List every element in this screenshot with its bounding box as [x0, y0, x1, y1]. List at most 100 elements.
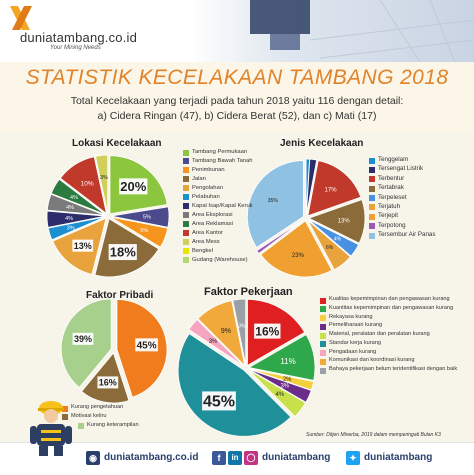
legend-label: Gudang (Warehouse) — [192, 256, 248, 263]
legend-swatch — [62, 405, 68, 412]
legend-swatch — [320, 323, 326, 330]
legend-swatch — [320, 367, 326, 374]
legend-lokasi: Tambang Permukaan Tambang Bawah Tanah Peni… — [183, 149, 275, 266]
legend-swatch — [320, 315, 326, 321]
data-label-lokasi: 5% — [140, 228, 148, 234]
linkedin-icon: in — [228, 451, 242, 465]
data-label-lokasi: 18% — [110, 245, 136, 260]
legend-swatch — [183, 167, 189, 174]
brand-name: duniatambang.co.id — [20, 30, 138, 45]
legend-label: Terpotong — [378, 221, 406, 229]
pie-slice-pekerjaan — [248, 369, 307, 418]
legend-label: Area Reklamasi — [192, 220, 233, 227]
data-label-jenis: 17% — [325, 187, 338, 193]
legend-item: Area Mess — [183, 238, 275, 246]
legend-item: Motivasi keliru — [62, 413, 106, 421]
legend-item: Terjepit — [369, 213, 469, 220]
data-label-jenis: 35% — [268, 198, 279, 204]
data-label-box — [72, 239, 94, 252]
legend-item: Terpotong — [369, 221, 469, 230]
data-label-lokasi: 20% — [120, 179, 146, 194]
pie-slice-jenis — [260, 220, 333, 278]
pie-slice-pekerjaan — [232, 298, 247, 366]
legend-label: Pemeliharaan kurang — [329, 322, 383, 329]
data-label-pekerjaan: 3% — [238, 323, 246, 329]
legend-item: Gudang (Warehouse) — [183, 256, 275, 264]
legend-swatch — [183, 176, 189, 183]
legend-label: Tertabrak — [378, 184, 404, 192]
chart-title-jenis: Jenis Kecelakaan — [280, 138, 364, 149]
legend-label: Terbentur — [378, 174, 405, 182]
data-label-pekerjaan: 9% — [221, 328, 231, 335]
legend-swatch — [369, 157, 375, 164]
header-decoration — [250, 0, 474, 62]
legend-item: Kapal Isap/Kapal Keruk — [183, 202, 275, 210]
footer-twitter[interactable]: duniatambang — [364, 452, 433, 463]
pie-slice-lokasi — [59, 156, 108, 215]
footer-website[interactable]: duniatambang.co.id — [104, 452, 199, 463]
pie-slice-lokasi — [50, 178, 106, 215]
pie-slice-lokasi — [110, 206, 170, 228]
legend-label: Kapal Isap/Kapal Keruk — [192, 202, 253, 209]
pie-slice-jenis — [307, 220, 351, 271]
legend-swatch — [183, 230, 189, 237]
data-label-box — [108, 244, 137, 261]
instagram-icon: ◯ — [244, 451, 258, 465]
legend-item: Tersembur Air Panas — [369, 231, 469, 239]
legend-swatch — [62, 414, 68, 421]
data-label-pekerjaan: 2% — [283, 377, 292, 383]
subtitle-line-2: a) Cidera Ringan (47), b) Cidera Berat (… — [97, 110, 377, 122]
data-label-jenis: 6% — [326, 245, 334, 251]
legend-item: Kualitas kepemimpinan dan pengawasan kur… — [320, 296, 468, 304]
legend-label: Bahaya pekerjaan belum teridentifikasi d… — [329, 366, 458, 372]
pie-slice-pekerjaan — [197, 300, 246, 367]
legend-item: Pemeliharaan kurang — [320, 322, 468, 330]
legend-item: Kuantitas kepemimpinan dan pengawasan ku… — [320, 305, 468, 313]
legend-item: Pelabuhan — [183, 194, 275, 201]
miner-worker-icon — [30, 401, 72, 456]
legend-pekerjaan: Kualitas kepemimpinan dan pengawasan kur… — [320, 296, 468, 376]
legend-item: Area Kantor — [183, 230, 275, 237]
brand-logo[interactable] — [6, 4, 36, 37]
legend-label: Tersembur Air Panas — [378, 231, 436, 239]
legend-label: Area Mess — [192, 238, 220, 245]
footer-social[interactable]: duniatambang — [262, 452, 331, 463]
legend-item: Jalan — [183, 176, 275, 183]
pie-slice-jenis — [308, 219, 360, 257]
pie-slice-lokasi — [46, 210, 106, 228]
legend-item: Kurang keterampilan — [78, 422, 172, 429]
legend-label: Tambang Permukaan — [192, 149, 248, 155]
legend-swatch — [320, 306, 326, 313]
legend-item: Tambang Bawah Tanah — [183, 158, 275, 165]
data-label-jenis: 13% — [338, 218, 351, 224]
data-label-box — [135, 338, 158, 352]
legend-pribadi: Kurang pengetahuan Motivasi keliru Kuran… — [62, 404, 172, 431]
legend-swatch — [369, 204, 375, 211]
data-label-lokasi: 3% — [100, 175, 108, 181]
pie-slice-jenis — [247, 160, 304, 249]
legend-swatch — [369, 176, 375, 183]
chart-title-pekerjaan: Faktor Pekerjaan — [204, 286, 293, 298]
legend-swatch — [183, 212, 189, 219]
legend-label: Rekayasa kurang — [329, 313, 373, 320]
legend-swatch — [320, 297, 326, 304]
chart-title-pribadi: Faktor Pribadi — [86, 290, 154, 301]
legend-label: Tersengat Listrik — [378, 165, 424, 173]
globe-icon: ◉ — [86, 451, 100, 465]
legend-swatch — [369, 232, 375, 239]
legend-item: Material, peralatan dan peralatan kurang — [320, 331, 468, 339]
page-title: STATISTIK KECELAKAAN TAMBANG 2018 — [25, 66, 449, 89]
legend-item: Bengkel — [183, 248, 275, 255]
legend-item: Area Eksplorasi — [183, 212, 275, 219]
legend-label: Pengolahan — [192, 184, 223, 191]
legend-item: Terpeleset — [369, 194, 469, 202]
title-band — [0, 62, 474, 132]
pie-chart-jenis: 17% 13% 4%6% 23% 35% — [247, 158, 366, 278]
data-label-jenis: 23% — [292, 253, 305, 259]
data-label-pekerjaan: 3% — [280, 384, 289, 390]
legend-swatch — [320, 350, 326, 356]
header-band — [0, 0, 474, 62]
data-label-pekerjaan: 45% — [203, 394, 235, 411]
legend-item: Tenggelam — [369, 156, 469, 164]
legend-label: Tenggelam — [378, 156, 409, 163]
